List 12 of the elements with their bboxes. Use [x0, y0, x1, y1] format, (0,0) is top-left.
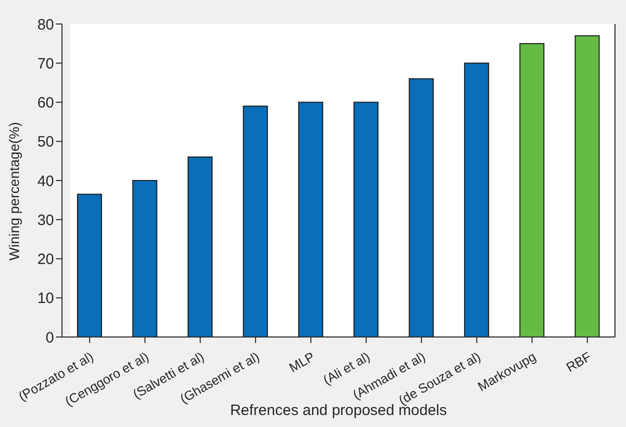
y-tick-label: 10	[37, 290, 54, 308]
y-tick-label: 50	[37, 134, 54, 151]
y-tick-label: 20	[37, 251, 54, 268]
y-tick-label: 40	[37, 172, 54, 190]
y-tick-label: 30	[37, 212, 54, 229]
y-tick-label: 0	[46, 329, 54, 346]
y-tick-label: 70	[37, 55, 54, 72]
y-tick-label: 60	[37, 94, 54, 112]
y-tick-label: 80	[37, 16, 54, 34]
y-axis-title: Wining percentage(%)	[6, 122, 22, 260]
x-tick-label: RBF	[564, 348, 594, 375]
x-tick-label: MLP	[286, 348, 318, 376]
